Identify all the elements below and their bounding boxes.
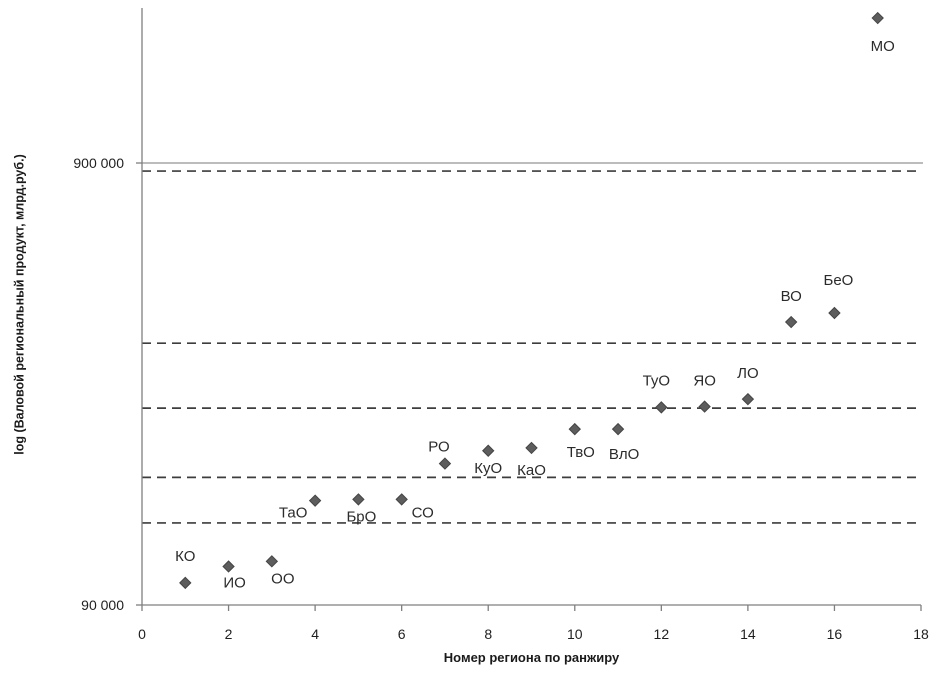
x-tick-label: 8 [484, 626, 492, 642]
x-tick-label: 16 [827, 626, 843, 642]
data-point-label: ИО [223, 574, 245, 591]
x-tick-label: 10 [567, 626, 583, 642]
data-point-marker [655, 401, 668, 414]
data-point-label: БрО [346, 508, 376, 525]
data-point-marker [568, 422, 581, 436]
data-point-label: КО [175, 548, 195, 565]
data-point-marker [222, 560, 235, 573]
data-point-label: РО [428, 439, 449, 456]
data-point-marker [265, 555, 279, 568]
data-point-label: ТаО [279, 505, 308, 522]
data-point-label: ВО [781, 288, 802, 305]
x-tick-label: 18 [913, 626, 929, 642]
data-point-marker [308, 494, 322, 507]
data-point-marker [525, 441, 538, 455]
data-point-marker [438, 457, 452, 470]
x-tick-label: 0 [138, 626, 146, 642]
data-point-marker [871, 11, 884, 25]
data-point-marker [611, 422, 625, 436]
x-tick-label: 2 [225, 626, 233, 642]
data-point-label: ЯО [693, 373, 716, 390]
data-point-label: ТвО [567, 444, 595, 461]
x-tick-label: 12 [654, 626, 670, 642]
data-point-label: ВлО [609, 446, 639, 463]
data-point-marker [784, 315, 798, 329]
data-point-marker [698, 400, 711, 413]
y-tick-label: 90 000 [81, 597, 124, 613]
x-axis-title: Номер региона по ранжиру [443, 650, 620, 665]
data-point-marker [482, 444, 495, 457]
data-point-label: ОО [271, 570, 294, 587]
data-point-marker [395, 493, 408, 506]
x-tick-label: 4 [311, 626, 319, 642]
data-point-marker [828, 306, 841, 320]
data-point-marker [352, 493, 365, 506]
data-point-label: МО [871, 38, 895, 55]
y-tick-label: 900 000 [73, 155, 124, 171]
data-point-label: БеО [824, 272, 854, 289]
data-point-marker [741, 392, 755, 406]
data-point-label: КаО [517, 462, 546, 479]
data-point-label: ЛО [737, 365, 759, 382]
data-point-label: КуО [474, 460, 502, 477]
data-point-label: ТуО [643, 372, 671, 389]
data-point-label: СО [412, 504, 434, 521]
data-point-marker [179, 576, 192, 590]
x-tick-label: 14 [740, 626, 756, 642]
x-tick-label: 6 [398, 626, 406, 642]
